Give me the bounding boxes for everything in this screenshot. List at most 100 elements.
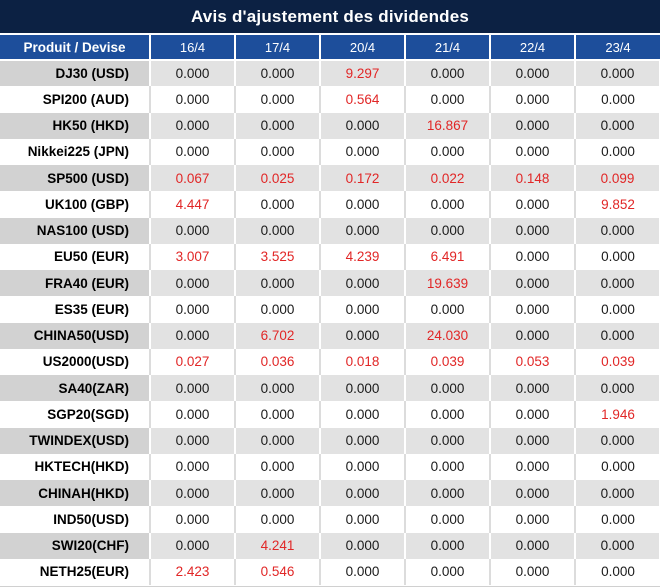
- value-cell: 0.000: [405, 453, 491, 480]
- value-cell: 0.000: [150, 480, 236, 507]
- value-cell: 0.000: [575, 86, 660, 113]
- value-cell: 0.000: [320, 138, 406, 165]
- column-header-date-4: 21/4: [405, 35, 491, 61]
- value-cell: 0.000: [405, 138, 491, 165]
- value-cell: 0.000: [235, 60, 321, 87]
- value-cell: 0.000: [490, 453, 576, 480]
- value-cell: 24.030: [405, 322, 491, 349]
- value-cell: 0.000: [405, 191, 491, 218]
- value-cell: 0.000: [320, 532, 406, 559]
- value-cell: 0.000: [150, 427, 236, 454]
- value-cell: 0.000: [320, 322, 406, 349]
- value-cell: 0.000: [235, 138, 321, 165]
- value-cell: 0.099: [575, 165, 660, 192]
- value-cell: 0.000: [320, 191, 406, 218]
- value-cell: 6.491: [405, 243, 491, 270]
- value-cell: 0.000: [150, 322, 236, 349]
- product-cell: CHINA50(USD): [0, 322, 151, 349]
- value-cell: 0.000: [490, 217, 576, 244]
- table-row: SWI20(CHF) 0.000 4.241 0.000 0.000 0.000 0.000: [0, 532, 660, 559]
- value-cell: 0.039: [405, 348, 491, 375]
- value-cell: 0.000: [490, 401, 576, 428]
- value-cell: 0.000: [490, 480, 576, 507]
- value-cell: 0.000: [490, 86, 576, 113]
- value-cell: 0.000: [235, 480, 321, 507]
- value-cell: 0.022: [405, 165, 491, 192]
- value-cell: 0.000: [150, 270, 236, 297]
- value-cell: 0.000: [490, 138, 576, 165]
- product-cell: SP500 (USD): [0, 165, 151, 192]
- value-cell: 0.053: [490, 348, 576, 375]
- value-cell: 0.025: [235, 165, 321, 192]
- product-cell: SGP20(SGD): [0, 401, 151, 428]
- value-cell: 0.036: [235, 348, 321, 375]
- value-cell: 0.000: [490, 112, 576, 139]
- value-cell: 0.000: [405, 86, 491, 113]
- column-header-date-5: 22/4: [490, 35, 576, 61]
- value-cell: 3.007: [150, 243, 236, 270]
- dividends-table: Produit / Devise 16/4 17/4 20/4 21/4 22/…: [0, 35, 660, 585]
- value-cell: 0.000: [575, 322, 660, 349]
- value-cell: 0.000: [150, 86, 236, 113]
- column-header-date-2: 17/4: [235, 35, 321, 61]
- table-row: ES35 (EUR) 0.000 0.000 0.000 0.000 0.000 0.000: [0, 296, 660, 323]
- value-cell: 0.000: [235, 506, 321, 533]
- value-cell: 9.852: [575, 191, 660, 218]
- product-cell: EU50 (EUR): [0, 243, 151, 270]
- table-row: CHINAH(HKD) 0.000 0.000 0.000 0.000 0.000 0.00…: [0, 480, 660, 507]
- header-row: Produit / Devise 16/4 17/4 20/4 21/4 22/…: [0, 35, 660, 61]
- product-cell: SWI20(CHF): [0, 532, 151, 559]
- product-cell: HKTECH(HKD): [0, 453, 151, 480]
- value-cell: 0.000: [235, 296, 321, 323]
- value-cell: 0.000: [320, 375, 406, 402]
- table-row: US2000(USD) 0.027 0.036 0.018 0.039 0.053 0.03…: [0, 348, 660, 375]
- column-header-date-1: 16/4: [150, 35, 236, 61]
- value-cell: 0.000: [150, 401, 236, 428]
- value-cell: 0.000: [490, 375, 576, 402]
- value-cell: 19.639: [405, 270, 491, 297]
- column-header-date-3: 20/4: [320, 35, 406, 61]
- table-row: NAS100 (USD) 0.000 0.000 0.000 0.000 0.000 0.0…: [0, 217, 660, 244]
- product-cell: CHINAH(HKD): [0, 480, 151, 507]
- value-cell: 0.000: [235, 401, 321, 428]
- table-row: EU50 (EUR) 3.007 3.525 4.239 6.491 0.000 0.000: [0, 243, 660, 270]
- value-cell: 0.000: [320, 427, 406, 454]
- value-cell: 0.000: [405, 506, 491, 533]
- value-cell: 0.000: [150, 532, 236, 559]
- page-title: Avis d'ajustement des dividendes: [190, 6, 470, 26]
- value-cell: 0.000: [320, 296, 406, 323]
- value-cell: 0.018: [320, 348, 406, 375]
- product-cell: SPI200 (AUD): [0, 86, 151, 113]
- product-cell: SA40(ZAR): [0, 375, 151, 402]
- value-cell: 0.148: [490, 165, 576, 192]
- value-cell: 0.000: [405, 480, 491, 507]
- value-cell: 0.000: [405, 427, 491, 454]
- value-cell: 0.000: [235, 453, 321, 480]
- value-cell: 1.946: [575, 401, 660, 428]
- table-row: Nikkei225 (JPN) 0.000 0.000 0.000 0.000 0.000…: [0, 138, 660, 165]
- value-cell: 0.000: [575, 532, 660, 559]
- value-cell: 0.000: [150, 506, 236, 533]
- table-row: SPI200 (AUD) 0.000 0.000 0.564 0.000 0.000 0.0…: [0, 86, 660, 113]
- value-cell: 3.525: [235, 243, 321, 270]
- product-cell: UK100 (GBP): [0, 191, 151, 218]
- value-cell: 4.447: [150, 191, 236, 218]
- table-row: IND50(USD) 0.000 0.000 0.000 0.000 0.000 0.000: [0, 506, 660, 533]
- table-row: CHINA50(USD) 0.000 6.702 0.000 24.030 0.000 0.…: [0, 322, 660, 349]
- value-cell: 0.000: [405, 217, 491, 244]
- value-cell: 0.000: [320, 506, 406, 533]
- table-row: DJ30 (USD) 0.000 0.000 9.297 0.000 0.000 0.000: [0, 60, 660, 87]
- value-cell: 0.000: [575, 453, 660, 480]
- value-cell: 0.000: [405, 532, 491, 559]
- product-cell: DJ30 (USD): [0, 60, 151, 87]
- value-cell: 0.000: [575, 270, 660, 297]
- value-cell: 0.000: [150, 453, 236, 480]
- value-cell: 0.000: [150, 112, 236, 139]
- column-header-product: Produit / Devise: [0, 35, 151, 61]
- table-row: TWINDEX(USD) 0.000 0.000 0.000 0.000 0.000 0.0…: [0, 427, 660, 454]
- product-cell: IND50(USD): [0, 506, 151, 533]
- value-cell: 0.000: [405, 558, 491, 585]
- value-cell: 0.000: [575, 506, 660, 533]
- product-cell: TWINDEX(USD): [0, 427, 151, 454]
- value-cell: 0.000: [575, 558, 660, 585]
